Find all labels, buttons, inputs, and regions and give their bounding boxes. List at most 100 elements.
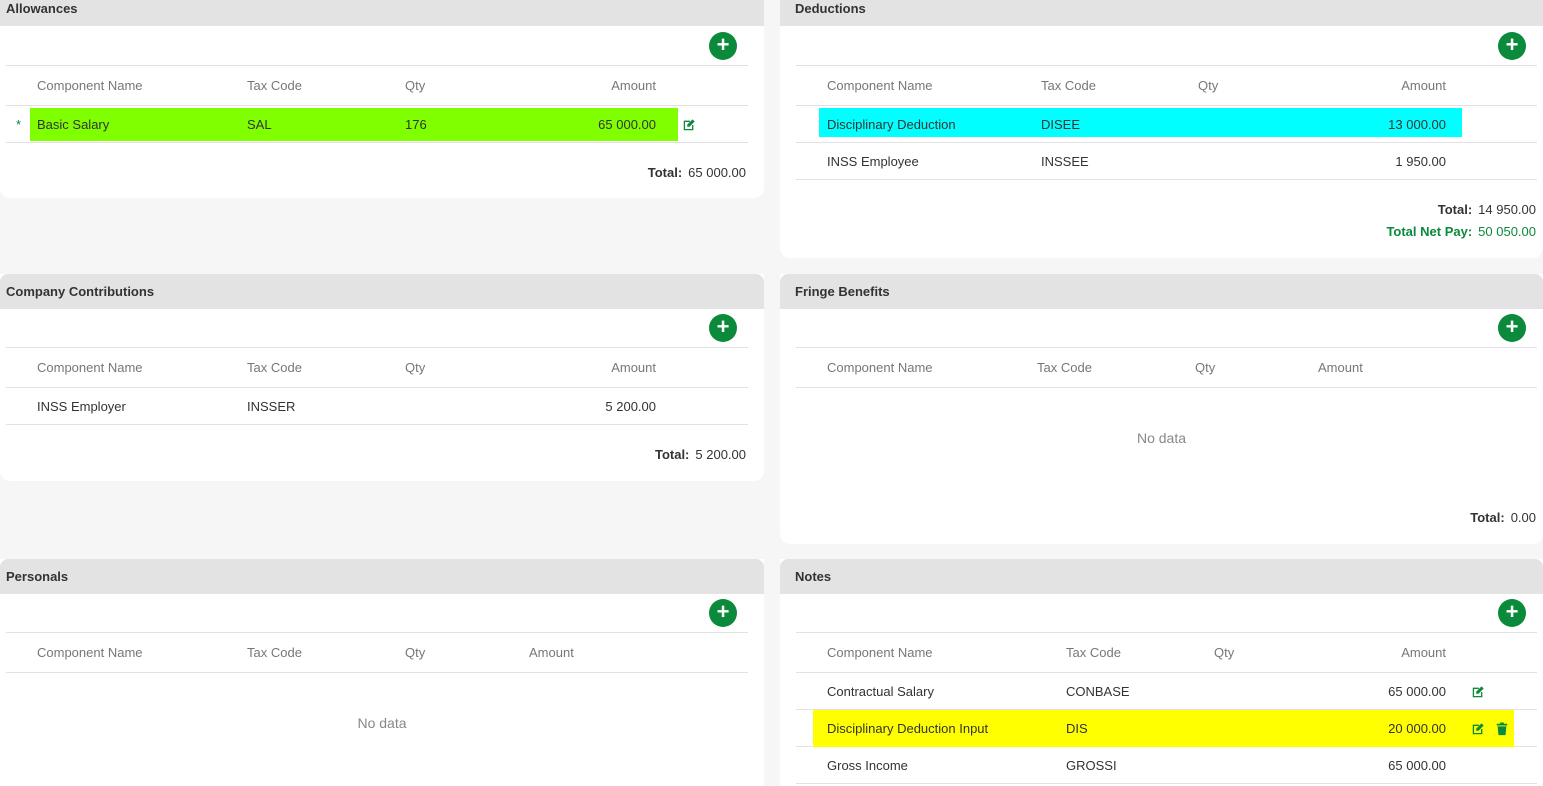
allowances-table: Component Name Tax Code Qty Amount * Bas… [6,65,748,143]
col-tax-code: Tax Code [247,360,302,375]
col-component-name: Component Name [37,360,143,375]
cell-tax: DISEE [1041,117,1081,132]
row-highlight [30,108,678,141]
cell-name: Contractual Salary [827,684,934,699]
cell-tax: GROSSI [1066,758,1117,773]
col-qty: Qty [1195,360,1216,375]
allowances-add-button[interactable]: + [709,32,737,60]
col-tax-code: Tax Code [247,645,302,660]
required-marker: * [16,117,22,132]
cell-name: INSS Employee [827,154,919,169]
table-row[interactable]: * Basic Salary SAL 176 65 000.00 [6,106,748,143]
cell-name: Gross Income [827,758,908,773]
deductions-panel: Deductions + Component Name Tax Code Qty… [780,0,1543,258]
fringe-benefits-table: Component Name Tax Code Qty Amount [796,347,1537,388]
col-amount: Amount [611,78,656,93]
total-value: 14 950.00 [1478,202,1536,217]
deductions-title: Deductions [780,0,1543,26]
row-highlight [819,108,1462,137]
total-value: 0.00 [1510,510,1536,525]
cell-name: Basic Salary [37,117,110,132]
deductions-add-button[interactable]: + [1498,32,1526,60]
cell-tax: SAL [247,117,272,132]
col-amount: Amount [611,360,656,375]
col-component-name: Component Name [37,78,143,93]
edit-icon[interactable] [1471,685,1485,699]
col-qty: Qty [1198,78,1219,93]
allowances-total: Total: 65 000.00 [648,165,746,180]
cell-amount: 65 000.00 [1388,684,1446,699]
table-row[interactable]: Contractual Salary CONBASE 65 000.00 [796,673,1537,710]
trash-icon[interactable] [1495,722,1509,736]
col-tax-code: Tax Code [247,78,302,93]
total-label: Total: [647,165,683,180]
table-header: Component Name Tax Code Qty Amount [796,347,1537,388]
col-qty: Qty [405,645,426,660]
col-component-name: Component Name [37,645,143,660]
edit-icon[interactable] [682,118,696,132]
company-contributions-total: Total: 5 200.00 [655,447,746,462]
empty-state: No data [1136,430,1187,446]
cell-amount: 20 000.00 [1388,721,1446,736]
table-header: Component Name Tax Code Qty Amount [6,347,748,388]
cell-amount: 65 000.00 [1388,758,1446,773]
total-label: Total: [1437,202,1473,217]
table-row[interactable]: INSS Employer INSSER 5 200.00 [6,388,748,425]
cell-tax: CONBASE [1066,684,1130,699]
cell-amount: 1 950.00 [1395,154,1446,169]
notes-add-button[interactable]: + [1498,599,1526,627]
col-qty: Qty [405,360,426,375]
cell-tax: INSSEE [1041,154,1089,169]
cell-amount: 65 000.00 [598,117,656,132]
net-pay-label: Total Net Pay: [1386,224,1473,239]
table-row[interactable]: Gross Income GROSSI 65 000.00 [796,747,1537,784]
col-qty: Qty [405,78,426,93]
cell-name: Disciplinary Deduction [827,117,956,132]
row-highlight [813,710,1514,747]
total-value: 5 200.00 [695,447,746,462]
edit-icon[interactable] [1471,722,1485,736]
empty-state: No data [357,715,407,731]
personals-add-button[interactable]: + [709,599,737,627]
net-pay-total: Total Net Pay: 50 050.00 [1386,224,1536,239]
allowances-panel: Allowances + Component Name Tax Code Qty… [0,0,764,198]
cell-tax: INSSER [247,399,296,414]
notes-panel: Notes + Component Name Tax Code Qty Amou… [780,559,1543,786]
cell-amount: 5 200.00 [605,399,656,414]
fringe-benefits-add-button[interactable]: + [1498,314,1526,342]
deductions-total: Total: 14 950.00 [1438,202,1536,217]
notes-table: Component Name Tax Code Qty Amount Contr… [796,632,1537,784]
col-tax-code: Tax Code [1041,78,1096,93]
company-contributions-add-button[interactable]: + [709,314,737,342]
table-row[interactable]: Disciplinary Deduction DISEE 13 000.00 [796,106,1537,143]
table-header: Component Name Tax Code Qty Amount [6,65,748,106]
total-label: Total: [654,447,690,462]
table-row[interactable]: INSS Employee INSSEE 1 950.00 [796,143,1537,180]
company-contributions-panel: Company Contributions + Component Name T… [0,274,764,481]
personals-table: Component Name Tax Code Qty Amount [6,632,748,673]
col-tax-code: Tax Code [1037,360,1092,375]
table-header: Component Name Tax Code Qty Amount [796,632,1537,673]
col-component-name: Component Name [827,645,933,660]
company-contributions-table: Component Name Tax Code Qty Amount INSS … [6,347,748,425]
personals-title: Personals [0,559,764,594]
col-tax-code: Tax Code [1066,645,1121,660]
fringe-benefits-panel: Fringe Benefits + Component Name Tax Cod… [780,274,1543,544]
col-amount: Amount [1318,360,1363,375]
fringe-benefits-total: Total: 0.00 [1470,510,1536,525]
table-header: Component Name Tax Code Qty Amount [796,65,1537,106]
total-label: Total: [1470,510,1505,525]
cell-name: Disciplinary Deduction Input [827,721,989,736]
col-amount: Amount [1401,645,1446,660]
cell-name: INSS Employer [37,399,126,414]
col-amount: Amount [1401,78,1446,93]
allowances-title: Allowances [0,0,764,26]
cell-qty: 176 [405,117,427,132]
col-qty: Qty [1214,645,1235,660]
cell-amount: 13 000.00 [1388,117,1446,132]
fringe-benefits-title: Fringe Benefits [780,274,1543,309]
personals-panel: Personals + Component Name Tax Code Qty … [0,559,764,786]
company-contributions-title: Company Contributions [0,274,764,309]
table-row[interactable]: Disciplinary Deduction Input DIS 20 000.… [796,710,1537,747]
notes-title: Notes [780,559,1543,594]
